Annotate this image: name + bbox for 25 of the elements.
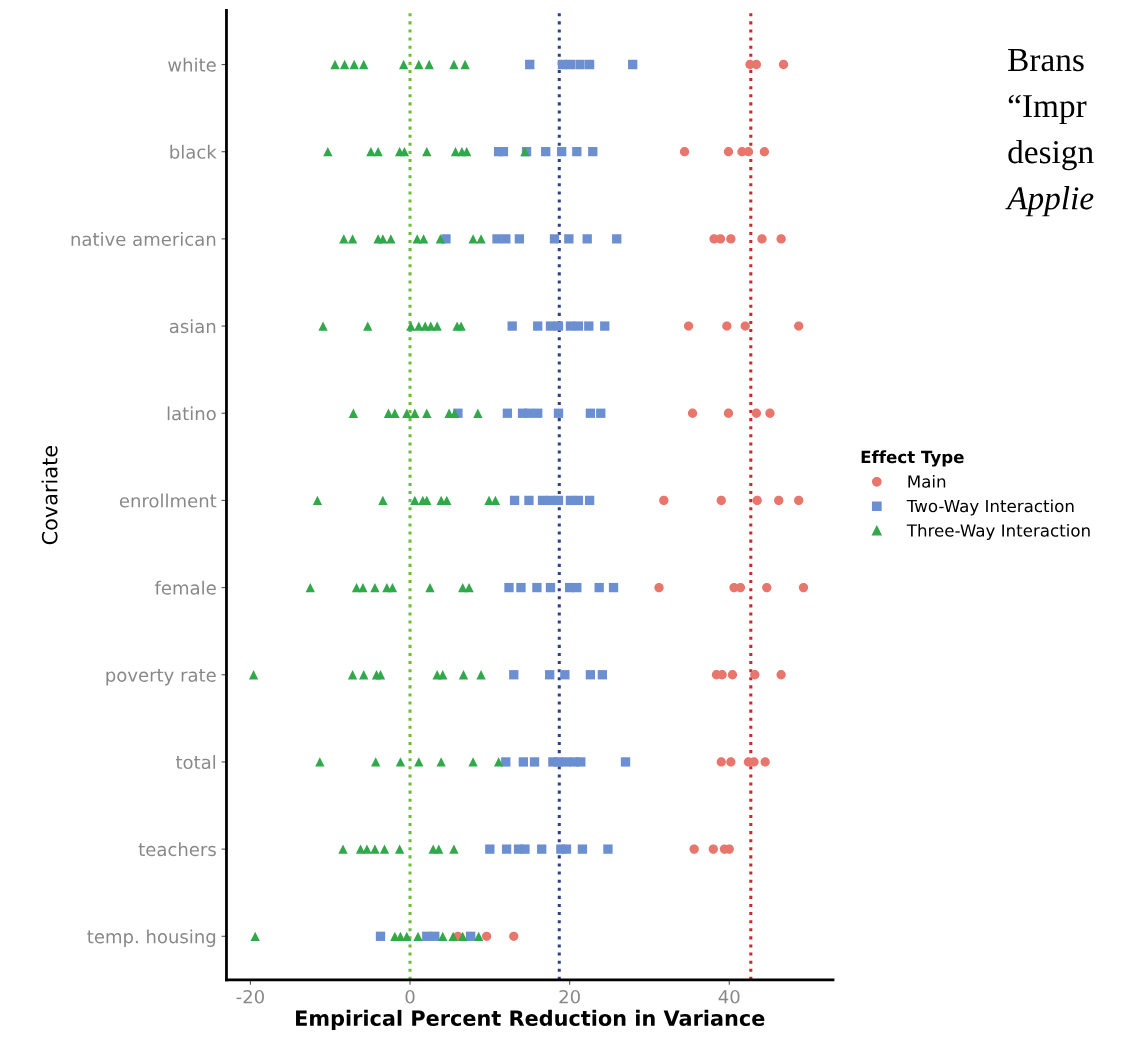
x-tick-label: 20 bbox=[559, 989, 580, 1004]
x-tick-label: 0 bbox=[405, 989, 415, 1004]
x-tick-label: -20 bbox=[236, 989, 264, 1004]
text: design bbox=[1008, 139, 1094, 171]
y-tick-label: asian bbox=[169, 319, 216, 334]
y-tick-label: native american bbox=[71, 232, 216, 246]
legend-label: Main bbox=[908, 474, 946, 488]
x-axis-title: Empirical Percent Reduction in Variance bbox=[296, 1009, 765, 1031]
legend-title: Effect Type bbox=[861, 450, 964, 467]
text: “Impr bbox=[1008, 94, 1087, 125]
y-tick-label: teachers bbox=[138, 842, 216, 857]
y-tick-label: female bbox=[154, 580, 216, 595]
y-tick-label: temp. housing bbox=[87, 929, 216, 947]
y-tick-label: latino bbox=[167, 406, 216, 421]
text: Brans bbox=[1008, 49, 1084, 72]
y-tick-label: total bbox=[175, 755, 216, 770]
y-tick-label: black bbox=[170, 144, 217, 159]
y-tick-label: enrollment bbox=[119, 493, 217, 508]
text: Applie bbox=[1005, 186, 1094, 217]
legend-label: Three-Way Interaction bbox=[906, 523, 1090, 541]
legend-label: Two-Way Interaction bbox=[906, 499, 1074, 516]
y-tick-label: poverty rate bbox=[106, 668, 216, 686]
y-tick-label: white bbox=[168, 57, 216, 72]
x-tick-label: 40 bbox=[718, 989, 740, 1004]
y-axis-title: Covariate bbox=[41, 446, 58, 545]
